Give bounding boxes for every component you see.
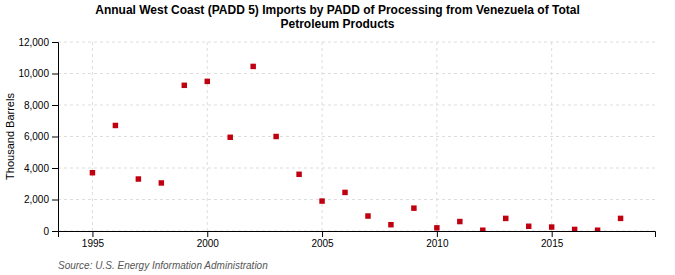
title: Annual West Coast (PADD 5) Imports by PA… (95, 3, 580, 31)
point (480, 227, 485, 231)
tick-label: 12,000 (18, 37, 49, 48)
tick-label: 2005 (311, 238, 334, 249)
tick-mark (552, 231, 553, 237)
point (388, 222, 393, 227)
tick: 2010 (426, 231, 449, 249)
point (365, 213, 370, 218)
tick-label: 2010 (426, 238, 449, 249)
point (136, 176, 141, 181)
y-axis-label: Thousand Barrels (4, 93, 16, 180)
point (182, 83, 187, 88)
tick: 12,000 (18, 37, 58, 48)
point (342, 190, 347, 195)
tick: 4,000 (24, 163, 58, 174)
tick: 2000 (197, 231, 220, 249)
grid-line-y (58, 199, 655, 200)
tick-mark (52, 200, 58, 201)
tick-mark (52, 74, 58, 75)
point (572, 227, 577, 231)
point (618, 216, 623, 221)
point (549, 224, 554, 229)
source-note: Source: U.S. Energy Information Administ… (58, 260, 268, 271)
tick: 10,000 (18, 68, 58, 79)
tick: 2005 (311, 231, 334, 249)
tick-mark (52, 42, 58, 43)
tick: 6,000 (24, 131, 58, 142)
point (503, 216, 508, 221)
axis-line (59, 232, 656, 238)
tick: 8,000 (24, 100, 58, 111)
tick: 0 (43, 226, 58, 237)
point (273, 134, 278, 139)
grid-line-y (58, 168, 655, 169)
tick: 1995 (82, 231, 105, 249)
point (296, 172, 301, 177)
tick-label: 4,000 (24, 163, 49, 174)
point (159, 180, 164, 185)
tick-mark (52, 137, 58, 138)
point (457, 219, 462, 224)
grid-line-y (58, 105, 655, 106)
tick-label: 0 (43, 226, 49, 237)
grid (58, 42, 655, 231)
plot-area: 1995 2000 2005 2010 2015 0 2,000 4,000 6,000 8,00… (18, 37, 655, 249)
tick-mark (92, 231, 93, 237)
point (205, 79, 210, 84)
tick: 2015 (541, 231, 564, 249)
x-axis: 1995 2000 2005 2010 2015 (59, 231, 656, 249)
tick-label: 6,000 (24, 131, 49, 142)
tick-mark (52, 105, 58, 106)
tick-mark (52, 168, 58, 169)
axis-line (52, 43, 59, 232)
point (595, 227, 600, 231)
tick-mark (207, 231, 208, 237)
grid-line-x (92, 42, 93, 231)
tick-label: 2000 (197, 238, 220, 249)
grid-line-y (58, 42, 655, 43)
tick-label: 2,000 (24, 194, 49, 205)
tick-label: 8,000 (24, 100, 49, 111)
tick-label: 2015 (541, 238, 564, 249)
point (411, 205, 416, 210)
tick-label: 1995 (82, 238, 105, 249)
grid-line-x (551, 42, 552, 231)
point (227, 135, 232, 140)
point (319, 198, 324, 203)
point (90, 170, 95, 175)
grid-line-x (436, 42, 437, 231)
y-axis: 0 2,000 4,000 6,000 8,000 10,000 12,000 (18, 37, 58, 237)
point (526, 224, 531, 229)
tick-mark (322, 231, 323, 237)
grid-line-y (58, 73, 655, 74)
points (90, 64, 624, 231)
tick-mark (437, 231, 438, 237)
tick: 2,000 (24, 194, 58, 205)
chart: 1995 2000 2005 2010 2015 0 2,000 4,000 6,000 8,00… (0, 0, 675, 275)
grid-line-y (58, 136, 655, 137)
point (250, 64, 255, 69)
grid-line-x (207, 42, 208, 231)
point (113, 123, 118, 128)
tick-label: 10,000 (18, 68, 49, 79)
tick-mark (52, 231, 58, 232)
point (434, 225, 439, 230)
